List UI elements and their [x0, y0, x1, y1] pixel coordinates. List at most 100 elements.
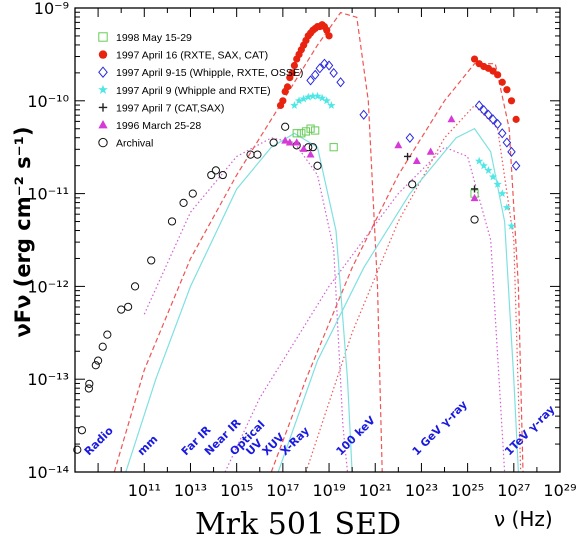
data-point: [288, 69, 296, 77]
legend-entry: Archival: [116, 138, 153, 150]
data-point: [297, 129, 306, 138]
data-point: [320, 58, 329, 69]
x-axis-label: ν (Hz): [494, 507, 553, 531]
y-tick-label: 10⁻¹²: [27, 277, 69, 296]
data-point: [77, 426, 87, 435]
legend-marker: [98, 66, 108, 79]
data-point: [493, 118, 502, 130]
data-point: [306, 124, 315, 133]
data-point: [507, 221, 516, 230]
data-point: [130, 282, 140, 291]
data-point: [290, 61, 299, 70]
band-label: 1 GeV γ-ray: [410, 398, 470, 458]
data-point: [211, 166, 220, 175]
data-point: [103, 330, 112, 339]
y-axis-label: νFν (erg cm⁻² s⁻¹): [11, 126, 35, 337]
data-point: [315, 63, 325, 74]
data-point: [470, 185, 479, 193]
data-point: [299, 144, 308, 152]
data-point: [403, 152, 412, 161]
data-point: [512, 115, 520, 123]
data-point: [124, 302, 133, 311]
legend-entry: 1997 April 9 (Whipple and RXTE): [116, 85, 271, 97]
data-point: [292, 138, 301, 146]
data-point: [447, 115, 456, 123]
data-point: [117, 305, 126, 314]
data-point: [322, 96, 331, 105]
data-point: [292, 129, 301, 138]
data-point: [502, 137, 512, 148]
legend-entry: 1997 April 7 (CAT,SAX): [116, 102, 224, 114]
data-point: [84, 384, 93, 393]
data-point: [311, 126, 320, 135]
data-point: [285, 138, 294, 146]
data-point: [488, 172, 498, 181]
data-point: [306, 75, 315, 86]
data-point: [394, 141, 403, 149]
y-tick-label: 10⁻⁹: [34, 0, 69, 18]
data-point: [218, 170, 227, 180]
data-point: [426, 147, 435, 155]
y-tick-label: 10⁻¹⁰: [27, 92, 69, 111]
legend-marker: [98, 103, 108, 112]
legend-entry: 1998 May 15-29: [116, 32, 192, 44]
legend-entry: 1996 March 25-28: [116, 120, 201, 132]
data-point: [269, 138, 278, 147]
x-tick-label: 10²⁷: [497, 481, 530, 500]
band-label: Radio: [82, 424, 116, 458]
legend-marker: [98, 137, 108, 148]
data-point: [207, 170, 216, 180]
chart-title: Mrk 501 SED: [195, 507, 401, 540]
data-point: [304, 92, 313, 101]
data-point: [308, 143, 317, 152]
model-curve: [305, 104, 522, 473]
data-point: [294, 96, 304, 105]
data-point: [475, 156, 484, 165]
data-point: [299, 94, 308, 103]
data-point: [336, 77, 345, 88]
data-point: [502, 203, 511, 211]
band-label: 1TeV γ-ray: [502, 403, 557, 458]
data-point: [188, 189, 197, 198]
data-point: [318, 93, 327, 102]
axes: 10¹¹ 10¹³ 10¹⁵ 10¹⁷ 10¹⁹ 10²¹ 10²³ 10²⁵ 10²⁷ 10²⁹…: [27, 0, 576, 500]
data-point: [93, 356, 103, 365]
data-point: [494, 71, 502, 79]
model-curve: [277, 127, 519, 473]
data-point: [329, 143, 338, 152]
data-point: [308, 91, 317, 100]
model-curve: [125, 132, 353, 473]
data-point: [310, 69, 320, 80]
legend-entry: 1997 April 16 (RXTE, SAX, CAT): [116, 50, 268, 62]
data-point: [281, 136, 290, 144]
data-point: [327, 101, 336, 109]
data-point: [488, 114, 498, 125]
legend-marker: [98, 119, 108, 129]
data-point: [479, 104, 489, 116]
y-tick-label: 10⁻¹¹: [27, 185, 69, 204]
data-point: [325, 32, 333, 40]
legend-marker: [98, 32, 108, 42]
model-curve: [113, 11, 383, 473]
data-point: [503, 86, 511, 94]
data-point: [246, 150, 255, 159]
data-point: [479, 161, 488, 170]
data-point: [412, 156, 421, 164]
data-point: [484, 166, 493, 174]
band-label: 100 keV: [334, 413, 379, 458]
data-point: [359, 109, 368, 120]
plot-frame: [74, 7, 561, 473]
model-curves: [113, 11, 524, 473]
x-tick-label: 10¹³: [174, 481, 207, 500]
data-point: [73, 445, 82, 454]
data-point: [493, 180, 502, 188]
data-point: [474, 100, 484, 111]
legend-marker: [98, 84, 108, 94]
x-tick-label: 10¹⁷: [266, 481, 299, 500]
data-point: [498, 189, 507, 198]
data-point: [85, 379, 94, 388]
data-point: [313, 91, 322, 100]
data-point: [167, 217, 177, 226]
